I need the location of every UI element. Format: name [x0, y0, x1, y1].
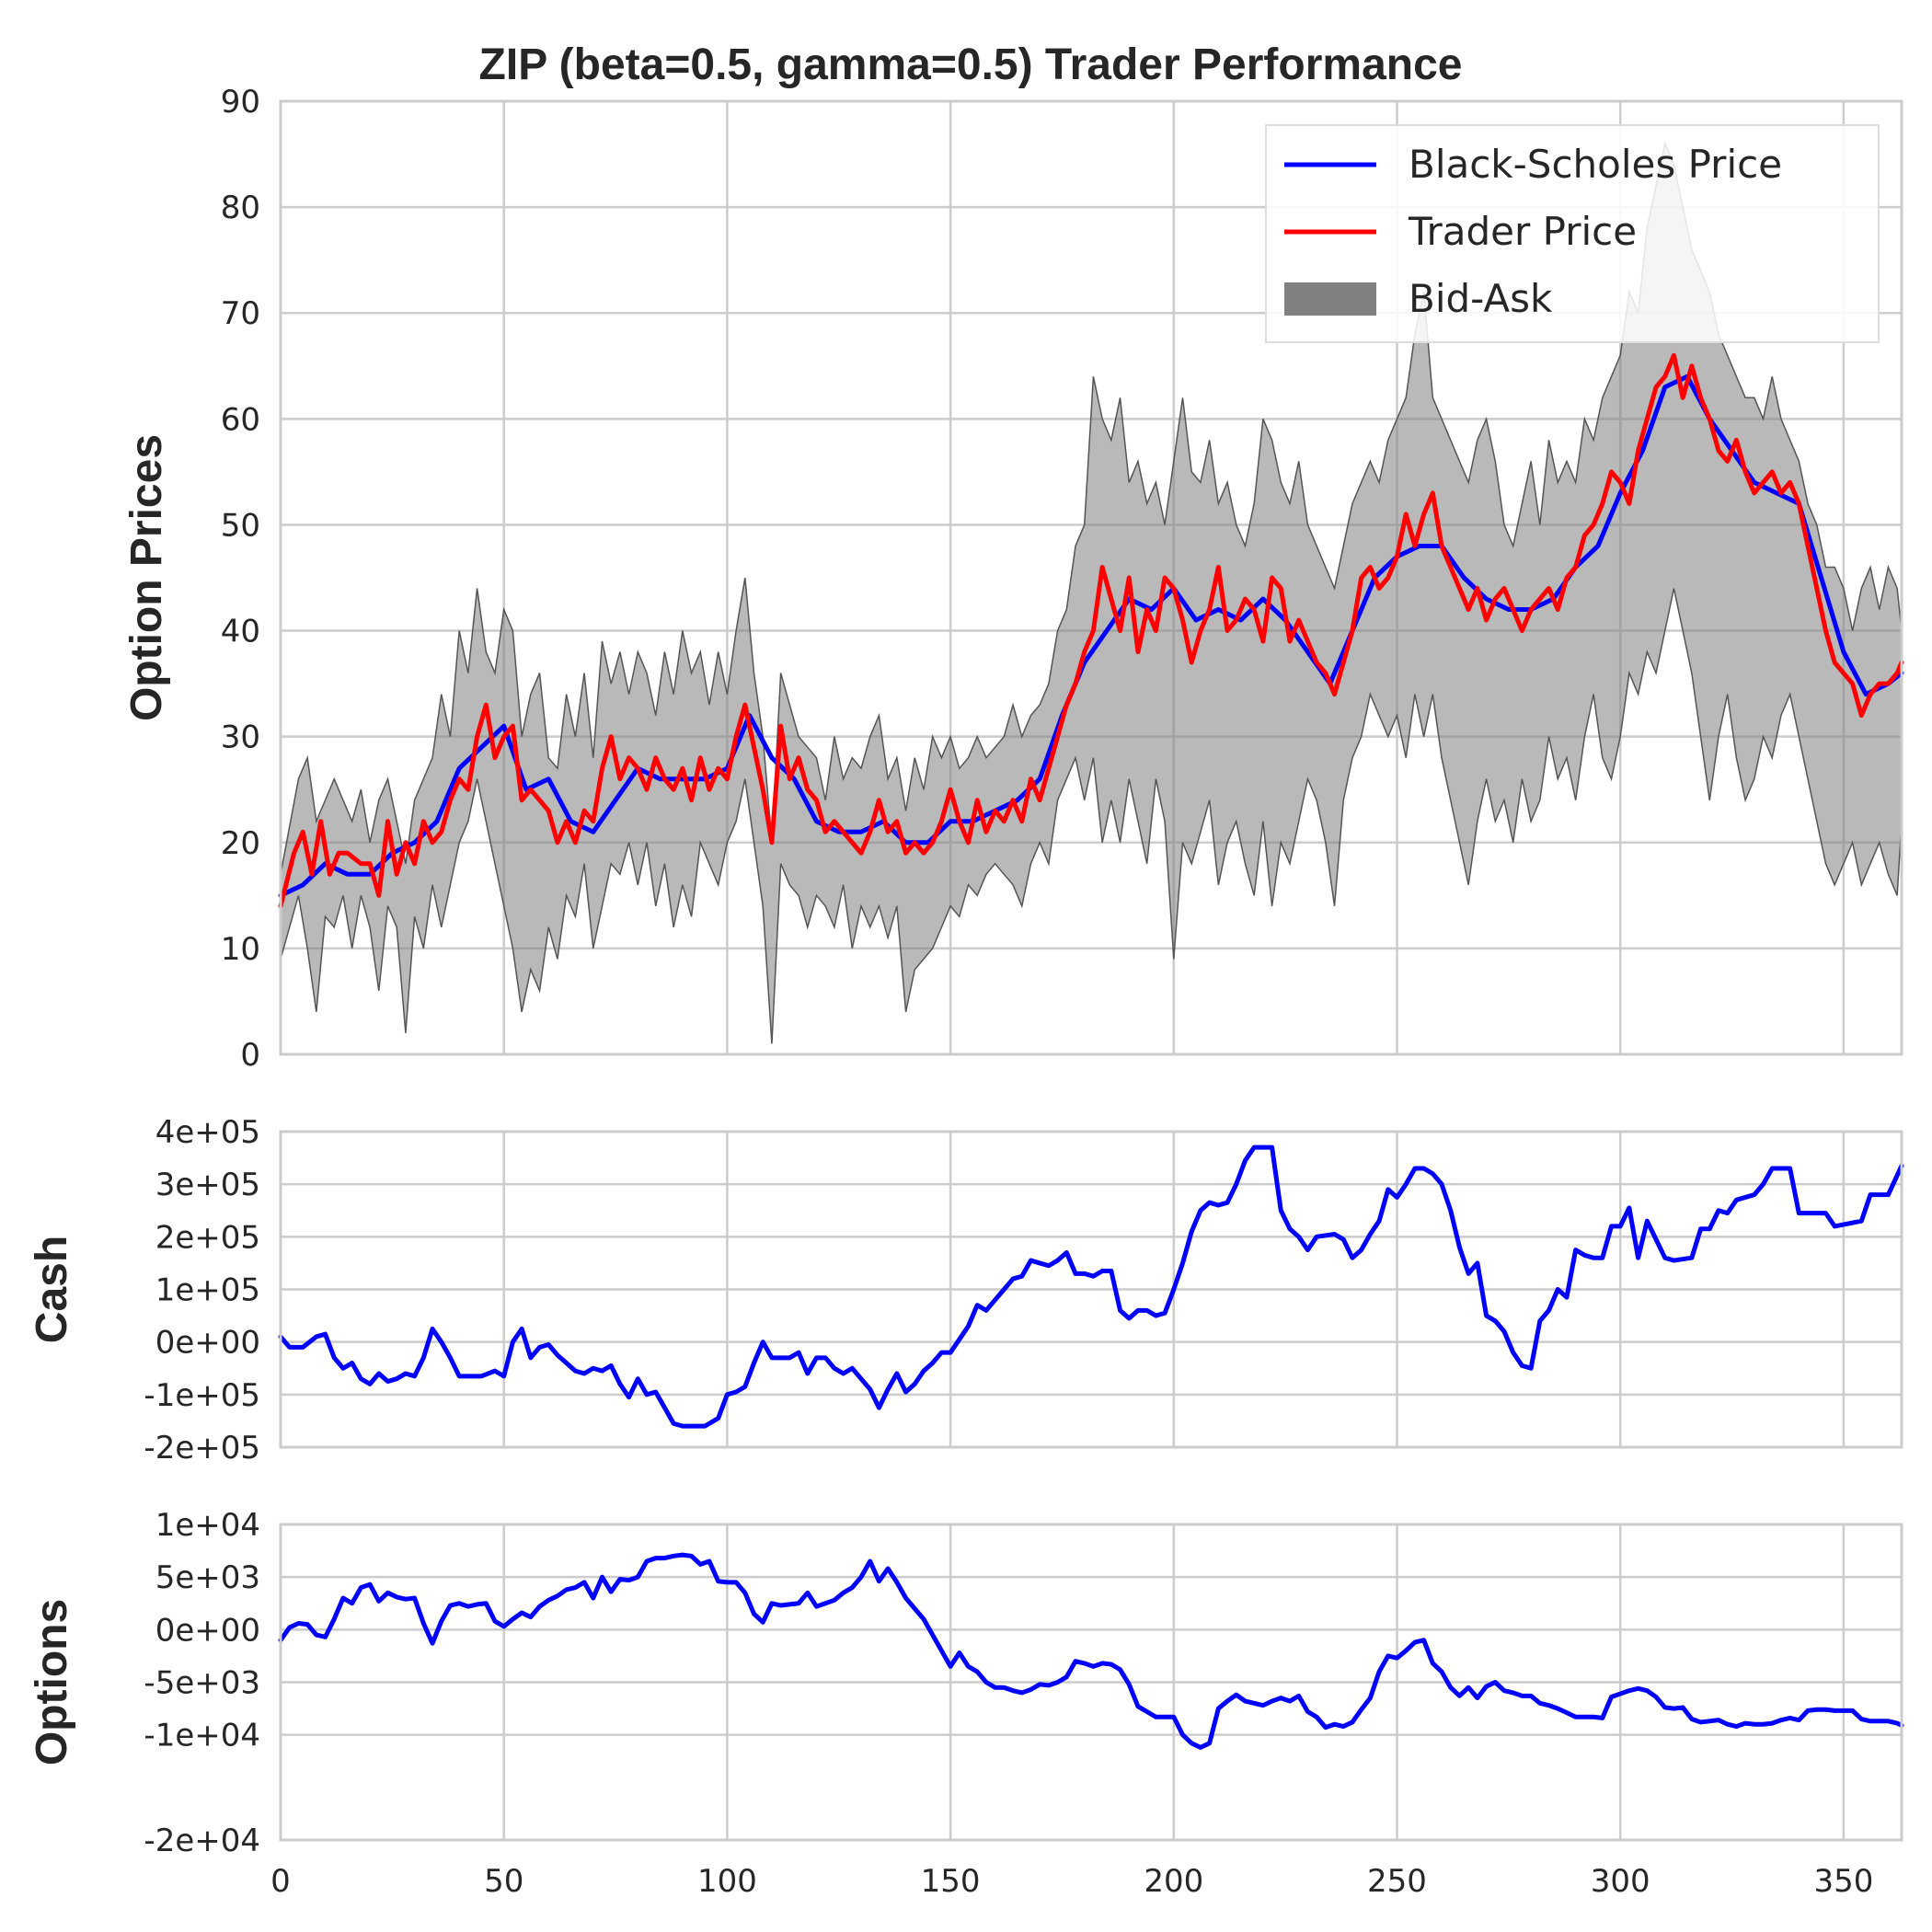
panel-cash: -2e+05 -1e+05 0e+00 1e+05 2e+05 3e+05 4e+05 Cas…: [28, 1114, 1904, 1466]
y-tick-label: 2e+05: [155, 1219, 260, 1256]
plot-frame: [279, 1130, 1903, 1449]
options-line: [278, 1552, 1904, 1750]
x-tick-label: 200: [1144, 1863, 1203, 1900]
panel-options: -2e+04 -1e+04 -5e+03 0e+00 5e+03 1e+04 Options: [28, 1507, 1904, 1859]
y-axis-label: Option Prices: [122, 434, 171, 721]
x-tick-label: 150: [921, 1863, 981, 1900]
legend-label: Trader Price: [1408, 209, 1637, 254]
legend-label: Bid-Ask: [1409, 276, 1553, 321]
y-tick-label: 50: [221, 507, 260, 544]
x-axis: 0 50 100 150 200 250 300 350: [270, 1863, 1873, 1900]
y-tick-label: 60: [221, 401, 260, 438]
y-tick-label: 5e+03: [155, 1559, 260, 1596]
y-tick-label: 10: [221, 931, 260, 968]
y-tick-label: -5e+03: [144, 1665, 260, 1702]
y-tick-label: 90: [221, 84, 260, 121]
x-tick-label: 350: [1813, 1863, 1873, 1900]
y-axis-label: Cash: [28, 1236, 76, 1343]
y-tick-label: -1e+05: [144, 1377, 260, 1414]
y-tick-label: 0e+00: [155, 1612, 260, 1649]
trader-price-line: [278, 352, 1904, 909]
y-tick-label: -2e+05: [144, 1430, 260, 1466]
y-tick-label: 4e+05: [155, 1114, 260, 1151]
x-tick-label: 250: [1367, 1863, 1427, 1900]
y-tick-label: -1e+04: [144, 1718, 260, 1754]
y-tick-label: 20: [221, 825, 260, 862]
legend-swatch-bid-ask: [1284, 282, 1376, 316]
cash-line: [278, 1144, 1904, 1429]
y-tick-label: 40: [221, 614, 260, 650]
y-tick-label: 3e+05: [155, 1167, 260, 1203]
x-tick-label: 50: [484, 1863, 523, 1900]
plot-frame: [279, 99, 1903, 1056]
y-tick-label: -2e+04: [144, 1823, 260, 1859]
y-tick-label: 70: [221, 295, 260, 332]
legend-label: Black-Scholes Price: [1409, 142, 1782, 187]
x-tick-label: 0: [270, 1863, 291, 1900]
y-tick-label: 80: [221, 190, 260, 226]
y-tick-label: 0e+00: [155, 1325, 260, 1362]
y-tick-label: 1e+04: [155, 1507, 260, 1544]
x-tick-label: 300: [1591, 1863, 1650, 1900]
y-tick-label: 30: [221, 719, 260, 756]
plot-frame: [279, 1523, 1903, 1842]
y-axis-label: Options: [28, 1599, 76, 1765]
y-tick-label: 0: [240, 1037, 260, 1074]
legend: Black-Scholes Price Trader Price Bid-Ask: [1265, 124, 1880, 343]
x-tick-label: 100: [697, 1863, 757, 1900]
y-tick-label: 1e+05: [155, 1272, 260, 1309]
chart-title: ZIP (beta=0.5, gamma=0.5) Trader Perform…: [479, 40, 1463, 89]
